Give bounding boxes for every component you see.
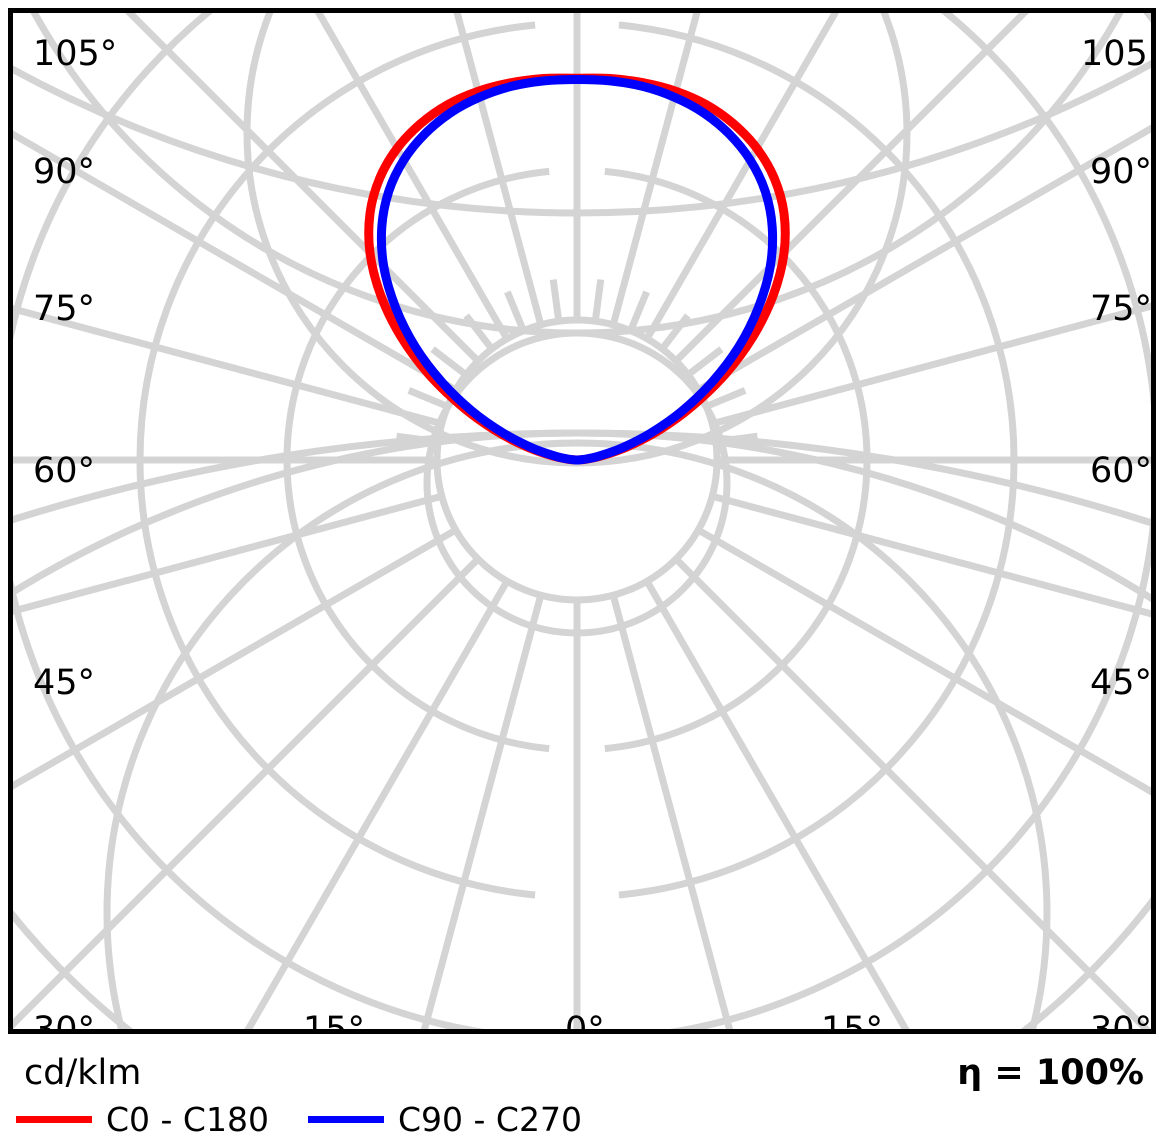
axis-label-left-2: 75°: [33, 289, 96, 329]
grid-spoke-135: [673, 556, 1151, 1029]
grid-spoke-75: [711, 302, 1151, 428]
grid-tick--7.5: [549, 279, 563, 322]
grid-spoke-30: [643, 13, 840, 341]
grid-tick-22.5: [627, 290, 650, 332]
grid-spoke-210: [244, 579, 511, 1029]
axis-label-left-0: 105°: [33, 34, 118, 74]
grid-spoke-345: [453, 13, 545, 326]
axis-label-right-8: 75°: [1090, 289, 1153, 329]
axis-label-left-3: 60°: [33, 451, 96, 491]
grid-spoke-120: [696, 526, 1151, 796]
axis-label-bottom-13: 0°: [565, 1010, 605, 1034]
grid-bow-6: [13, 430, 1151, 527]
grid-spoke-195: [420, 594, 545, 1029]
grid-tick--22.5: [504, 290, 527, 332]
grid-spoke-300: [13, 130, 458, 394]
grid-tick--52.5: [430, 346, 469, 378]
legend-label-c0-c180: C0 - C180: [106, 1099, 269, 1139]
axis-label-right-7: 90°: [1090, 152, 1153, 192]
legend-label-c90-c270: C90 - C270: [398, 1099, 582, 1139]
axis-label-right-6: 105°: [1081, 34, 1151, 74]
axis-label-right-10: 45°: [1090, 663, 1153, 703]
grid-bow-4: [103, 439, 1051, 1029]
grid-spoke-150: [643, 579, 910, 1029]
grid-spoke-225: [13, 556, 481, 1029]
grid-tick-7.5: [591, 279, 605, 322]
grid-bow-3: [423, 329, 731, 637]
grid-spoke-105: [711, 492, 1151, 618]
grid-spoke-315: [125, 13, 481, 364]
grid-ring-3-seg-0: [669, 13, 1151, 1029]
polar-plot-svg: [13, 13, 1151, 1029]
grid-tick--67.5: [407, 387, 449, 410]
grid-tick-67.5: [705, 387, 747, 410]
curve-c90-c270: [376, 74, 778, 465]
chart-footer: cd/klm η = 100% C0 - C180 C90 - C270: [8, 1034, 1156, 1140]
axis-label-left-4: 45°: [33, 663, 96, 703]
legend-swatch-c0-c180: [16, 1115, 92, 1123]
grid-spoke-285: [13, 305, 443, 428]
axis-label-left-1: 90°: [33, 152, 96, 192]
axis-label-right-11: 30°: [1090, 1010, 1153, 1034]
axis-label-right-9: 60°: [1090, 451, 1153, 491]
grid-spoke-15: [609, 13, 701, 326]
polar-grid: [13, 13, 1151, 1029]
grid-bow-5: [13, 429, 1151, 603]
legend-swatch-c90-c270: [308, 1115, 384, 1123]
grid-ring-3-seg-1: [13, 13, 485, 1029]
axis-label-left-5: 30°: [33, 1010, 96, 1034]
efficiency-label: η = 100%: [957, 1053, 1144, 1093]
legend-item-c0-c180[interactable]: C0 - C180: [16, 1099, 269, 1139]
legend-item-c90-c270[interactable]: C90 - C270: [308, 1099, 582, 1139]
grid-spoke-60: [696, 124, 1151, 394]
unit-label: cd/klm: [24, 1053, 142, 1093]
axis-label-bottom-14: 15°: [821, 1010, 884, 1034]
grid-spoke-165: [609, 594, 734, 1029]
grid-bow-0: [13, 59, 1151, 217]
axis-label-bottom-12: 15°: [303, 1010, 366, 1034]
grid-tick-52.5: [685, 346, 724, 378]
grid-spoke-45: [673, 13, 1029, 364]
polar-plot-frame: 105° 90° 75° 60° 45° 30° 105° 90° 75° 60° 45° 30° 15…: [8, 8, 1156, 1034]
distribution-curves: [364, 73, 790, 465]
grid-spoke-240: [13, 526, 458, 790]
grid-spoke-255: [13, 492, 443, 615]
